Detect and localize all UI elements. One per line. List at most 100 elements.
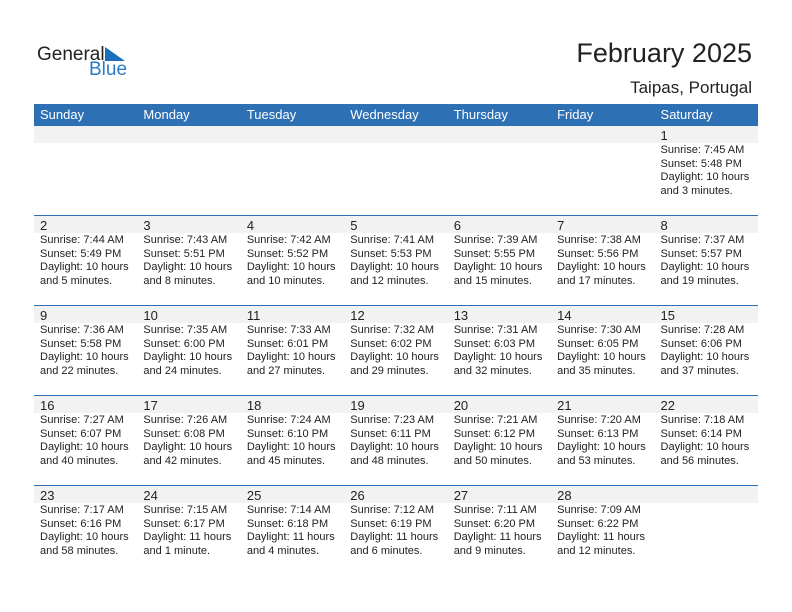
day-number: 19 <box>350 398 365 413</box>
day-cell: 24 Sunrise: 7:15 AM Sunset: 6:17 PM Dayligh… <box>137 486 240 575</box>
sunset: Sunset: 5:48 PM <box>660 157 742 170</box>
sunrise: Sunrise: 7:20 AM <box>557 414 641 426</box>
sunset: Sunset: 6:13 PM <box>557 427 639 440</box>
sunrise: Sunrise: 7:27 AM <box>40 414 124 426</box>
sunrise: Sunrise: 7:26 AM <box>143 414 228 426</box>
daylight: Daylight: 10 hours <box>453 351 543 363</box>
day-number: 1 <box>660 128 668 143</box>
sunrise: Sunrise: 7:18 AM <box>660 414 745 426</box>
sunset: Sunset: 6:12 PM <box>453 427 536 440</box>
date-band <box>34 306 758 323</box>
day-cell: 4 Sunrise: 7:42 AM Sunset: 5:52 PM Daylight… <box>241 216 344 305</box>
sunrise: Sunrise: 7:45 AM <box>660 144 745 156</box>
sunset: Sunset: 5:49 PM <box>40 247 122 260</box>
day-number: 2 <box>40 218 48 233</box>
daylight: Daylight: 10 hours <box>557 261 646 273</box>
day-cell: 20 Sunrise: 7:21 AM Sunset: 6:12 PM Dayligh… <box>448 396 551 485</box>
sunrise: Sunrise: 7:36 AM <box>40 324 124 336</box>
daylight: Daylight: 11 hours <box>143 531 232 543</box>
daylight: Daylight: 10 hours <box>40 351 129 363</box>
sunrise: Sunrise: 7:17 AM <box>40 504 124 516</box>
day-number: 28 <box>557 488 572 503</box>
weekday-tuesday: Tuesday <box>246 107 297 122</box>
day-number: 4 <box>246 218 255 233</box>
day-cell: 6 Sunrise: 7:39 AM Sunset: 5:55 PM Daylight… <box>448 216 551 305</box>
sunrise: Sunrise: 7:43 AM <box>143 234 228 246</box>
sunset: Sunset: 6:19 PM <box>350 517 432 530</box>
sunrise: Sunrise: 7:11 AM <box>453 504 537 516</box>
page-title: February 2025 <box>576 38 752 68</box>
sunrise: Sunrise: 7:42 AM <box>246 234 331 246</box>
daylight-minutes: and 19 minutes. <box>660 274 739 287</box>
location: Taipas, Portugal <box>630 78 752 97</box>
day-number: 15 <box>660 308 675 323</box>
empty-cell <box>655 486 758 575</box>
empty-cell <box>137 126 240 216</box>
weekday-friday: Friday <box>557 107 594 122</box>
sunset: Sunset: 6:00 PM <box>143 337 225 350</box>
daylight-minutes: and 29 minutes. <box>350 364 429 377</box>
day-cell: 28 Sunrise: 7:09 AM Sunset: 6:22 PM Dayligh… <box>551 486 654 575</box>
date-band <box>34 216 758 233</box>
daylight-minutes: and 10 minutes. <box>246 274 326 287</box>
daylight: Daylight: 10 hours <box>40 531 129 543</box>
day-number: 3 <box>143 218 151 233</box>
daylight-minutes: and 42 minutes. <box>143 454 222 467</box>
weekday-header: Sunday Monday Tuesday Wednesday Thursday Frid… <box>34 104 758 126</box>
sunrise: Sunrise: 7:15 AM <box>143 504 228 516</box>
daylight-minutes: and 45 minutes. <box>246 454 326 467</box>
sunset: Sunset: 6:18 PM <box>246 517 329 530</box>
daylight-minutes: and 22 minutes. <box>40 364 119 377</box>
empty-cell <box>551 126 654 216</box>
date-band <box>34 126 758 143</box>
day-cell: 12 Sunrise: 7:32 AM Sunset: 6:02 PM Dayligh… <box>344 306 447 395</box>
day-cell: 11 Sunrise: 7:33 AM Sunset: 6:01 PM Dayligh… <box>241 306 344 395</box>
sunset: Sunset: 6:11 PM <box>350 427 431 440</box>
sunrise: Sunrise: 7:32 AM <box>350 324 435 336</box>
week-row: 2 Sunrise: 7:44 AM Sunset: 5:49 PM Daylight… <box>34 215 758 305</box>
logo: General Blue <box>37 44 137 84</box>
day-number: 6 <box>453 218 461 233</box>
day-cell: 7 Sunrise: 7:38 AM Sunset: 5:56 PM Daylight… <box>551 216 654 305</box>
sunset: Sunset: 6:16 PM <box>40 517 122 530</box>
sunrise: Sunrise: 7:21 AM <box>453 414 538 426</box>
weekday-saturday: Saturday <box>660 107 713 122</box>
day-number: 26 <box>350 488 365 503</box>
daylight: Daylight: 10 hours <box>246 441 336 453</box>
daylight-minutes: and 48 minutes. <box>350 454 429 467</box>
day-cell: 16 Sunrise: 7:27 AM Sunset: 6:07 PM Dayligh… <box>34 396 137 485</box>
daylight: Daylight: 10 hours <box>143 261 233 273</box>
day-cell: 8 Sunrise: 7:37 AM Sunset: 5:57 PM Daylight… <box>655 216 758 305</box>
empty-cell <box>241 126 344 216</box>
day-cell: 2 Sunrise: 7:44 AM Sunset: 5:49 PM Daylight… <box>34 216 137 305</box>
sunset: Sunset: 6:06 PM <box>660 337 742 350</box>
daylight: Daylight: 10 hours <box>660 261 750 273</box>
sunrise: Sunrise: 7:12 AM <box>350 504 435 516</box>
daylight: Daylight: 10 hours <box>350 351 439 363</box>
day-cell: 19 Sunrise: 7:23 AM Sunset: 6:11 PM Dayligh… <box>344 396 447 485</box>
daylight: Daylight: 10 hours <box>246 351 336 363</box>
daylight: Daylight: 10 hours <box>40 441 129 453</box>
daylight-minutes: and 50 minutes. <box>453 454 532 467</box>
daylight: Daylight: 10 hours <box>660 351 750 363</box>
daylight: Daylight: 10 hours <box>660 171 750 183</box>
date-band <box>34 486 758 503</box>
sunset: Sunset: 5:53 PM <box>350 247 432 260</box>
sunset: Sunset: 6:01 PM <box>246 337 329 350</box>
day-cell: 25 Sunrise: 7:14 AM Sunset: 6:18 PM Dayligh… <box>241 486 344 575</box>
day-cell: 27 Sunrise: 7:11 AM Sunset: 6:20 PM Dayligh… <box>448 486 551 575</box>
sunrise: Sunrise: 7:38 AM <box>557 234 641 246</box>
weekday-monday: Monday <box>143 107 190 122</box>
daylight-minutes: and 3 minutes. <box>660 184 733 197</box>
daylight-minutes: and 58 minutes. <box>40 544 119 557</box>
day-number: 17 <box>143 398 158 413</box>
daylight: Daylight: 11 hours <box>557 531 645 543</box>
sunset: Sunset: 6:02 PM <box>350 337 432 350</box>
sunrise: Sunrise: 7:37 AM <box>660 234 745 246</box>
sunset: Sunset: 5:56 PM <box>557 247 639 260</box>
day-cell: 21 Sunrise: 7:20 AM Sunset: 6:13 PM Dayligh… <box>551 396 654 485</box>
sunrise: Sunrise: 7:35 AM <box>143 324 228 336</box>
logo-text-blue: Blue <box>89 59 128 80</box>
daylight: Daylight: 10 hours <box>143 351 233 363</box>
day-cell: 23 Sunrise: 7:17 AM Sunset: 6:16 PM Dayligh… <box>34 486 137 575</box>
